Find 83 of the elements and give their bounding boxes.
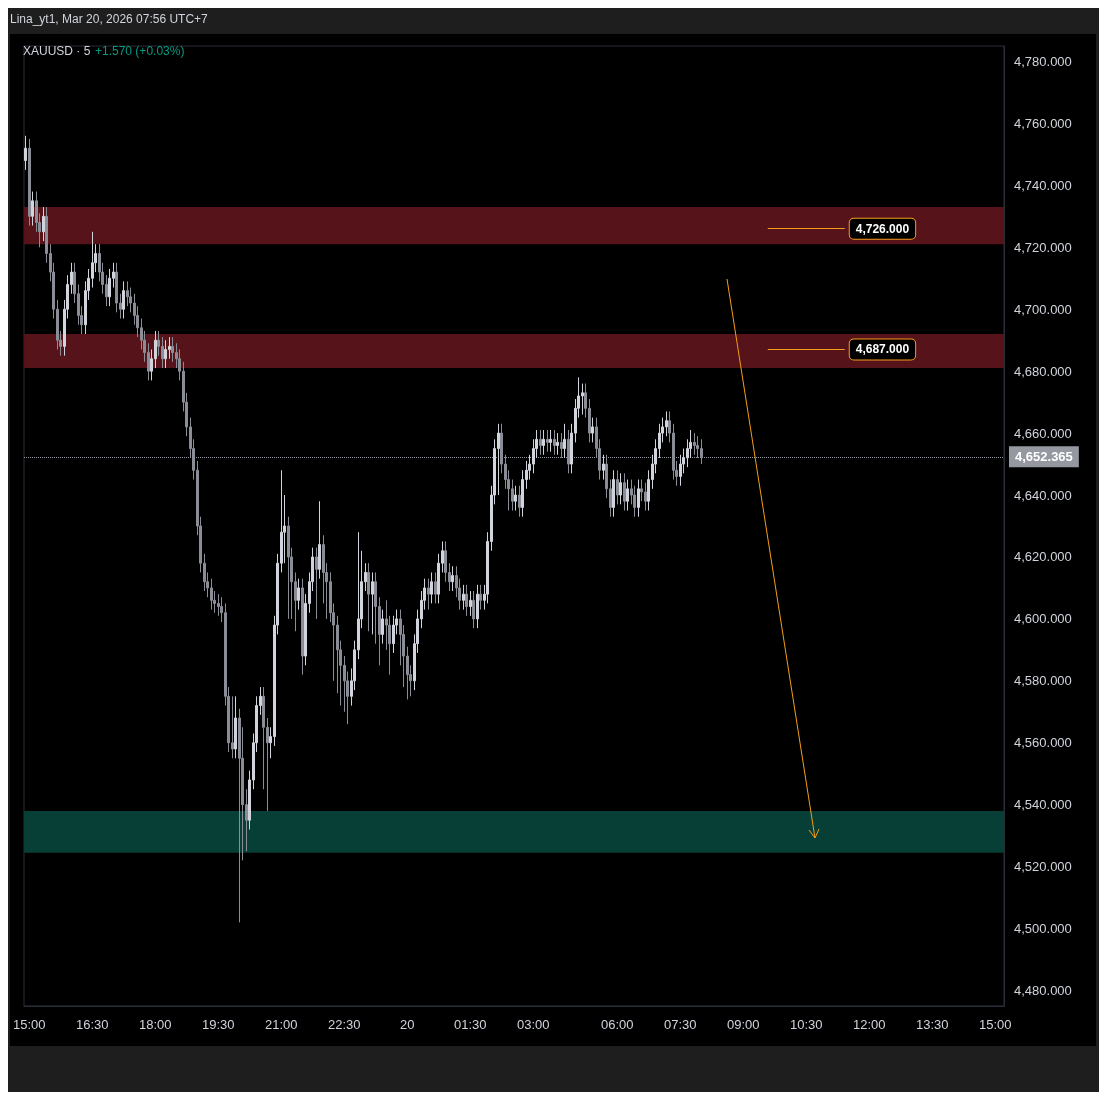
candlestick [553,429,556,456]
y-tick-label: 4,720.000 [1014,239,1072,255]
candlestick [514,485,517,512]
candlestick [626,479,629,512]
ref-line-label: 4,687.000 [855,342,910,357]
candlestick [430,571,433,604]
candlestick [122,280,125,320]
chart-title: XAUUSD · 5 [23,44,91,58]
candlestick [24,135,27,171]
x-tick-label: 06:00 [600,1017,634,1032]
candlestick [637,479,640,518]
candlestick [381,609,384,645]
candlestick [556,432,559,456]
y-tick-label: 4,640.000 [1014,487,1072,503]
x-tick-label: 03:00 [516,1017,550,1032]
candlestick [42,206,45,242]
candlestick [616,469,619,505]
y-tick-label: 4,540.000 [1014,797,1072,813]
candlestick [28,138,31,227]
chart-subtitle: +1.570 (+0.03%) [95,44,185,58]
x-tick-label: 15:00 [978,1017,1012,1032]
candlestick [451,565,454,592]
candlestick [164,339,167,369]
x-tick-label: 01:30 [453,1017,487,1032]
candlestick [591,417,594,443]
y-tick-label: 4,620.000 [1014,549,1072,565]
candlestick [612,469,615,518]
x-tick-label: 21:00 [264,1017,298,1032]
y-tick-label: 4,660.000 [1014,425,1072,441]
candlestick [367,562,370,632]
x-tick-label: 20 [400,1017,415,1032]
text: Lina_yt1, Mar 20, 2026 07:56 UTC+7 [10,12,208,26]
x-tick-label: 16:30 [75,1017,109,1032]
x-tick-label: 19:30 [201,1017,235,1032]
y-tick-label: 4,760.000 [1014,115,1072,131]
y-tick-label: 4,560.000 [1014,735,1072,751]
candlestick [301,578,304,676]
candlestick [623,472,626,512]
candlestick [318,500,321,580]
candlestick [238,708,241,923]
candlestick [465,584,468,617]
candlestick [469,590,472,617]
candlestick [315,547,318,620]
y-tick-label: 4,480.000 [1014,983,1072,999]
ref-line-label: 4,652.365 [1015,449,1073,465]
candlestick [539,429,542,456]
candlestick [31,191,34,227]
x-tick-label: 12:00 [852,1017,886,1032]
x-tick-label: 07:30 [663,1017,697,1032]
x-tick-label: 09:00 [726,1017,760,1032]
candlestick [563,423,566,459]
candlestick [542,429,545,456]
candlestick [518,485,521,518]
x-tick-label: 18:00 [138,1017,172,1032]
y-tick-label: 4,500.000 [1014,921,1072,937]
y-tick-label: 4,740.000 [1014,177,1072,193]
x-tick-label: 22:30 [327,1017,361,1032]
candlestick [644,482,647,512]
candlestick [619,472,622,505]
candlestick [549,429,552,453]
candlestick [693,432,696,456]
x-tick-label: 10:30 [789,1017,823,1032]
candlestick [479,584,482,611]
y-tick-label: 4,680.000 [1014,363,1072,379]
candlestick [434,571,437,604]
x-tick-label: 13:30 [915,1017,949,1032]
y-tick-label: 4,700.000 [1014,301,1072,317]
candlestick [287,516,290,620]
candlestick [234,695,237,759]
candlestick [472,590,475,629]
y-tick-label: 4,780.000 [1014,53,1072,69]
candlestick [297,578,300,611]
candlestick [546,429,549,453]
candlestick [371,571,374,635]
y-tick-label: 4,520.000 [1014,859,1072,875]
x-tick-label: 15:00 [12,1017,46,1032]
ref-line-label: 4,726.000 [855,221,910,236]
candlestick [462,584,465,611]
candlestick [602,454,605,481]
y-tick-label: 4,600.000 [1014,611,1072,627]
candlestick [476,584,479,629]
y-tick-label: 4,580.000 [1014,673,1072,689]
candlestick [427,578,430,611]
